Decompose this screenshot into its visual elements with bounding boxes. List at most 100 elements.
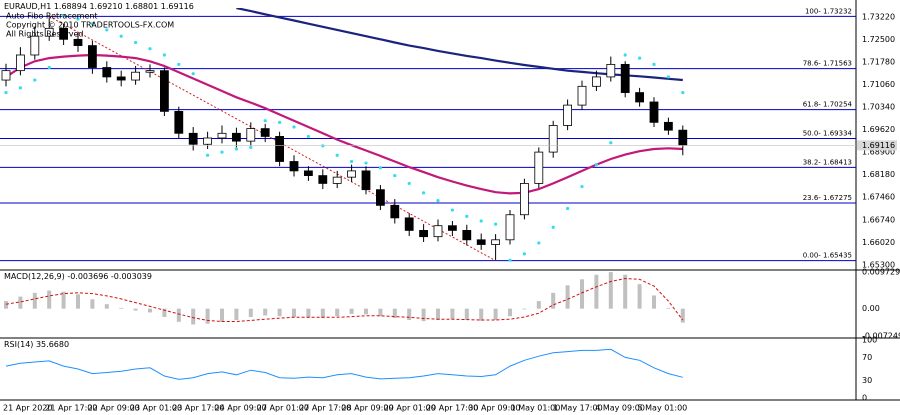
sar-dot [594, 163, 599, 167]
candle-body [174, 110, 184, 134]
y-tick-label: 1.73220 [862, 12, 895, 21]
candle-body [635, 92, 644, 103]
rsi-line [5, 348, 683, 380]
candle-body [606, 63, 616, 78]
macd-bar [47, 290, 52, 309]
y-tick-label: 1.66740 [862, 215, 895, 224]
sar-dot [479, 219, 483, 223]
candle-body [491, 239, 501, 245]
note: Copyright © 2010 TRADERTOOLS-FX.COM [6, 21, 174, 30]
macd-bar [263, 308, 268, 316]
x-tick-label: 28 Apr 09:00 [341, 404, 393, 413]
x-tick-label: 29 Apr 01:00 [384, 404, 436, 413]
price-box [857, 140, 897, 151]
macd-header: MACD(12,26,9) -0.003696 -0.003039 [4, 272, 152, 281]
sar-dot [18, 86, 22, 90]
fibo-label: 61.8- 1.70254 [803, 101, 853, 109]
x-tick-label: 23 Apr 01:00 [130, 404, 182, 413]
sar-dot [76, 17, 80, 21]
sar-dot [494, 222, 498, 226]
candle-body [548, 125, 558, 153]
candle-body [1, 70, 11, 81]
candle-body [275, 136, 285, 162]
x-tick-label: 23 Apr 17:00 [172, 404, 224, 413]
price-box-label: 1.69116 [862, 141, 895, 150]
macd-bar [162, 308, 167, 317]
candle-body [260, 128, 270, 137]
y-tick-label: 1.68180 [862, 170, 895, 179]
candle-body [678, 129, 688, 146]
candle-body [217, 132, 227, 139]
y-tick-label: 0.009729 [862, 268, 900, 277]
candle-body [649, 101, 659, 123]
y-tick-label: 100 [862, 336, 877, 345]
sar-dot [321, 144, 325, 148]
macd-bar [652, 295, 656, 309]
macd-bar [104, 304, 109, 309]
candle-body [231, 132, 241, 142]
candle-body [303, 170, 313, 176]
sar-dot [105, 28, 109, 32]
sar-dot [278, 120, 282, 124]
fibo-label: 38.2- 1.68413 [803, 158, 852, 166]
y-tick-label: 30 [862, 376, 872, 385]
sar-dot [681, 90, 685, 95]
candle-body [505, 214, 515, 241]
candle-body [361, 170, 371, 191]
x-tick-label: 30 Apr 09:00 [468, 404, 520, 413]
macd-bar [680, 308, 685, 323]
candle-body [145, 70, 155, 73]
candle-body [188, 132, 198, 145]
macd-bar [306, 308, 311, 318]
macd-bar [335, 308, 340, 317]
macd-bar [133, 308, 138, 311]
sar-dot [162, 53, 166, 57]
moving-average [5, 53, 683, 195]
y-tick-label: 1.70340 [862, 102, 895, 111]
candle-body [289, 161, 299, 172]
ohlc-high: 1.69210 [89, 2, 122, 11]
sar-dot [90, 22, 94, 26]
macd-bar [536, 301, 541, 309]
indicator-layer [4, 272, 685, 380]
sar-dot [292, 125, 296, 129]
sar-dot [33, 78, 37, 82]
y-tick-label: 1.65300 [862, 260, 895, 269]
macd-bar [508, 308, 512, 317]
sar-dot [638, 56, 642, 60]
sar-dot [47, 65, 51, 70]
candle-body [347, 170, 357, 178]
sar-dot [623, 53, 627, 57]
price-layer [0, 8, 856, 262]
macd-bar [349, 308, 354, 314]
fibo-label: 23.6- 1.67275 [803, 194, 852, 202]
macd-bar [378, 308, 383, 317]
x-tick-label: 5 May 01:00 [638, 404, 688, 413]
fibo-label: 100- 1.73232 [805, 7, 852, 15]
note: Auto Fibo Retracement [6, 12, 98, 21]
candle-body [534, 151, 544, 184]
macd-bar [220, 308, 224, 322]
ohlc-low: 1.68801 [125, 2, 158, 11]
macd-bar [464, 308, 469, 320]
sar-dot [422, 191, 426, 195]
x-tick-label: 27 Apr 01:00 [257, 404, 309, 413]
macd-bar [119, 307, 124, 309]
y-tick-label: 0.00 [862, 304, 880, 313]
candle-body [404, 217, 414, 231]
macd-value: -0.003696 [67, 272, 108, 281]
macd-bar [61, 291, 66, 309]
header: EURAUD,H1 1.68894 1.69210 1.68801 1.6911… [4, 2, 194, 11]
macd-bar [248, 308, 253, 317]
macd-bar [90, 299, 95, 309]
sar-dot [191, 72, 195, 76]
candle-body [447, 225, 457, 231]
candle-body [433, 225, 443, 238]
candle-body [419, 230, 429, 238]
macd-bar [148, 308, 152, 313]
sar-dot [234, 147, 238, 151]
candle-body [563, 104, 572, 126]
macd-bar [594, 274, 599, 309]
text-layer: EURAUD,H1 1.68894 1.69210 1.68801 1.6911… [3, 2, 900, 413]
